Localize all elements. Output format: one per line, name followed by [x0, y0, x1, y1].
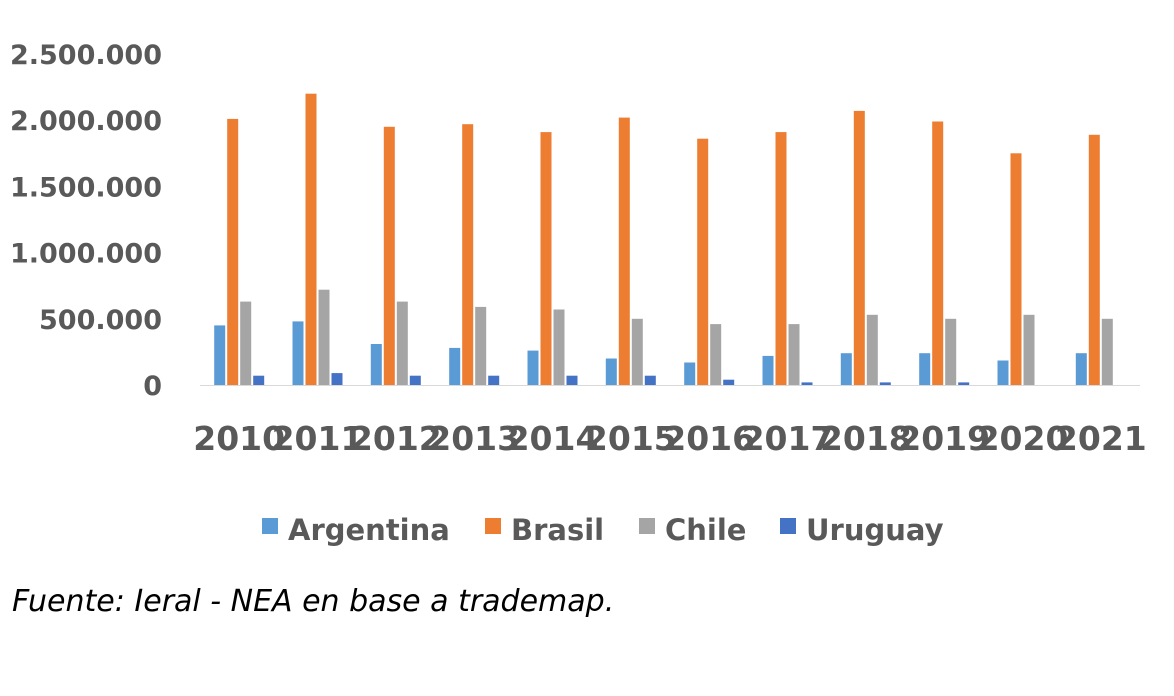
legend-swatch-brasil	[485, 518, 501, 534]
bar-brasil-2013	[462, 124, 474, 385]
legend-label-uruguay: Uruguay	[806, 513, 944, 547]
y-tick-label: 2.500.000	[10, 40, 162, 71]
bar-uruguay-2013	[488, 375, 500, 385]
x-tick-label: 2018	[820, 419, 912, 458]
bar-argentina-2014	[527, 350, 539, 385]
legend-label-argentina: Argentina	[288, 513, 450, 547]
x-tick-label: 2021	[1055, 419, 1147, 458]
y-tick-label: 0	[143, 371, 162, 402]
bar-argentina-2016	[684, 362, 696, 385]
bar-argentina-2020	[997, 360, 1009, 385]
bar-brasil-2017	[775, 132, 787, 385]
x-tick-label: 2020	[977, 419, 1069, 458]
y-tick-label: 2.000.000	[10, 106, 162, 137]
bar-uruguay-2014	[566, 375, 578, 385]
x-tick-label: 2010	[193, 419, 285, 458]
x-tick-label: 2013	[428, 419, 520, 458]
x-tick-label: 2016	[663, 419, 755, 458]
legend-swatch-argentina	[262, 518, 278, 534]
bar-chile-2011	[318, 289, 330, 385]
bar-argentina-2017	[762, 355, 774, 385]
bar-argentina-2015	[605, 358, 617, 385]
bar-chile-2018	[866, 314, 878, 385]
source-note: Fuente: Ieral - NEA en base a trademap.	[12, 584, 615, 619]
bar-uruguay-2017	[801, 382, 813, 385]
bar-uruguay-2016	[723, 379, 735, 385]
bar-uruguay-2012	[409, 375, 421, 385]
bar-chile-2014	[553, 309, 565, 385]
bar-brasil-2015	[618, 117, 630, 385]
bar-argentina-2018	[840, 353, 852, 385]
bar-chile-2013	[475, 306, 487, 385]
bar-argentina-2012	[370, 344, 382, 385]
legend-swatch-uruguay	[780, 518, 796, 534]
legend-label-chile: Chile	[665, 513, 746, 547]
bar-brasil-2019	[932, 121, 944, 385]
bar-brasil-2020	[1010, 153, 1022, 385]
bar-uruguay-2019	[958, 382, 970, 385]
bar-chile-2017	[788, 324, 800, 385]
bar-brasil-2021	[1088, 134, 1100, 385]
bar-argentina-2011	[292, 321, 304, 385]
legend-label-brasil: Brasil	[511, 513, 604, 547]
bar-brasil-2014	[540, 132, 552, 385]
bar-chile-2019	[945, 318, 957, 385]
bar-argentina-2019	[919, 353, 931, 385]
legend-swatch-chile	[639, 518, 655, 534]
bar-brasil-2018	[853, 110, 865, 386]
bar-chile-2021	[1101, 318, 1113, 385]
bar-chile-2016	[710, 324, 722, 385]
x-tick-label: 2019	[898, 419, 990, 458]
x-tick-label: 2017	[742, 419, 834, 458]
x-tick-label: 2014	[507, 419, 599, 458]
x-tick-label: 2011	[272, 419, 364, 458]
bar-uruguay-2018	[879, 382, 891, 385]
bar-uruguay-2015	[644, 375, 656, 385]
bar-brasil-2012	[383, 126, 395, 386]
y-tick-label: 500.000	[39, 305, 162, 336]
bar-uruguay-2010	[253, 375, 265, 385]
bar-chart: 0 500.000 1.000.000 1.500.000 2.000.000 2.500…	[10, 40, 1147, 547]
bar-brasil-2016	[697, 138, 709, 385]
bar-argentina-2021	[1075, 353, 1087, 385]
bar-argentina-2010	[214, 325, 226, 385]
bar-brasil-2011	[305, 93, 317, 385]
x-tick-label: 2012	[350, 419, 442, 458]
bar-uruguay-2011	[331, 373, 343, 385]
bar-brasil-2010	[227, 118, 239, 386]
bar-chile-2010	[240, 301, 252, 385]
bar-chile-2015	[631, 318, 643, 385]
bar-chile-2012	[396, 301, 408, 385]
y-tick-label: 1.000.000	[10, 239, 162, 270]
bar-argentina-2013	[449, 347, 461, 385]
x-tick-label: 2015	[585, 419, 677, 458]
bar-chile-2020	[1023, 314, 1035, 385]
y-tick-label: 1.500.000	[10, 172, 162, 203]
